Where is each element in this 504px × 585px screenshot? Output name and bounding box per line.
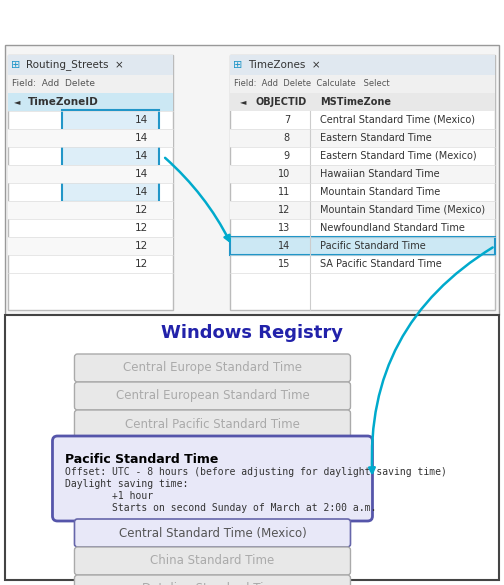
FancyBboxPatch shape — [8, 129, 173, 147]
Text: SA Pacific Standard Time: SA Pacific Standard Time — [320, 259, 442, 269]
Text: 14: 14 — [135, 133, 148, 143]
FancyBboxPatch shape — [8, 201, 173, 219]
Text: Central European Standard Time: Central European Standard Time — [115, 390, 309, 402]
Text: 14: 14 — [135, 187, 148, 197]
Text: Hawaiian Standard Time: Hawaiian Standard Time — [320, 169, 439, 179]
Text: 10: 10 — [278, 169, 290, 179]
FancyBboxPatch shape — [5, 315, 499, 580]
FancyBboxPatch shape — [8, 55, 173, 75]
Text: 14: 14 — [278, 241, 290, 251]
Text: Field:  Add  Delete  Calculate   Select: Field: Add Delete Calculate Select — [234, 80, 390, 88]
FancyBboxPatch shape — [230, 75, 495, 93]
FancyBboxPatch shape — [75, 382, 350, 410]
Text: Central Standard Time (Mexico): Central Standard Time (Mexico) — [320, 115, 475, 125]
Text: Newfoundland Standard Time: Newfoundland Standard Time — [320, 223, 465, 233]
Text: OBJECTID: OBJECTID — [255, 97, 306, 107]
Text: ⊞: ⊞ — [233, 60, 242, 70]
Text: 12: 12 — [278, 205, 290, 215]
Text: Windows Registry: Windows Registry — [161, 324, 343, 342]
Text: +1 hour: +1 hour — [66, 491, 154, 501]
FancyBboxPatch shape — [230, 55, 495, 75]
Text: 13: 13 — [278, 223, 290, 233]
Text: Central Standard Time (Mexico): Central Standard Time (Mexico) — [118, 526, 306, 539]
Text: 8: 8 — [284, 133, 290, 143]
FancyBboxPatch shape — [62, 110, 159, 202]
Text: 9: 9 — [284, 151, 290, 161]
Text: ⊞: ⊞ — [11, 60, 20, 70]
Text: Offset: UTC - 8 hours (before adjusting for daylight saving time): Offset: UTC - 8 hours (before adjusting … — [66, 467, 448, 477]
Text: 14: 14 — [135, 169, 148, 179]
Text: 12: 12 — [135, 259, 148, 269]
FancyBboxPatch shape — [8, 75, 173, 93]
FancyBboxPatch shape — [75, 410, 350, 438]
Text: Eastern Standard Time: Eastern Standard Time — [320, 133, 432, 143]
FancyBboxPatch shape — [8, 93, 173, 111]
Text: China Standard Time: China Standard Time — [150, 555, 275, 567]
Text: 12: 12 — [135, 223, 148, 233]
FancyBboxPatch shape — [5, 45, 499, 315]
Text: 14: 14 — [135, 151, 148, 161]
FancyBboxPatch shape — [75, 575, 350, 585]
Text: Pacific Standard Time: Pacific Standard Time — [66, 453, 219, 466]
FancyBboxPatch shape — [230, 55, 495, 310]
FancyBboxPatch shape — [8, 55, 173, 310]
Text: MSTimeZone: MSTimeZone — [320, 97, 391, 107]
Text: 7: 7 — [284, 115, 290, 125]
FancyBboxPatch shape — [230, 129, 495, 147]
FancyBboxPatch shape — [75, 547, 350, 575]
Text: 12: 12 — [135, 241, 148, 251]
Text: 11: 11 — [278, 187, 290, 197]
Text: 12: 12 — [135, 205, 148, 215]
FancyBboxPatch shape — [75, 519, 350, 547]
Text: ◄: ◄ — [240, 98, 246, 106]
Text: TimeZoneID: TimeZoneID — [28, 97, 99, 107]
Text: Field:  Add  Delete: Field: Add Delete — [12, 80, 95, 88]
Text: Routing_Streets  ×: Routing_Streets × — [26, 60, 124, 70]
Text: Mountain Standard Time: Mountain Standard Time — [320, 187, 440, 197]
FancyBboxPatch shape — [230, 237, 495, 255]
Text: ◄: ◄ — [14, 98, 21, 106]
FancyBboxPatch shape — [8, 165, 173, 183]
Text: Daylight saving time:: Daylight saving time: — [66, 479, 189, 489]
FancyBboxPatch shape — [52, 436, 372, 521]
Text: Pacific Standard Time: Pacific Standard Time — [320, 241, 426, 251]
FancyBboxPatch shape — [75, 354, 350, 382]
Text: Mountain Standard Time (Mexico): Mountain Standard Time (Mexico) — [320, 205, 485, 215]
Text: Dateline Standard Time: Dateline Standard Time — [142, 583, 283, 585]
Text: Starts on second Sunday of March at 2:00 a.m.: Starts on second Sunday of March at 2:00… — [66, 503, 377, 513]
Text: TimeZones  ×: TimeZones × — [248, 60, 321, 70]
Text: Eastern Standard Time (Mexico): Eastern Standard Time (Mexico) — [320, 151, 477, 161]
Text: Central Europe Standard Time: Central Europe Standard Time — [123, 362, 302, 374]
Text: 15: 15 — [278, 259, 290, 269]
FancyBboxPatch shape — [230, 201, 495, 219]
Text: Central Pacific Standard Time: Central Pacific Standard Time — [125, 418, 300, 431]
Text: 14: 14 — [135, 115, 148, 125]
FancyBboxPatch shape — [230, 165, 495, 183]
FancyBboxPatch shape — [230, 237, 495, 255]
FancyBboxPatch shape — [8, 237, 173, 255]
FancyBboxPatch shape — [230, 93, 495, 111]
